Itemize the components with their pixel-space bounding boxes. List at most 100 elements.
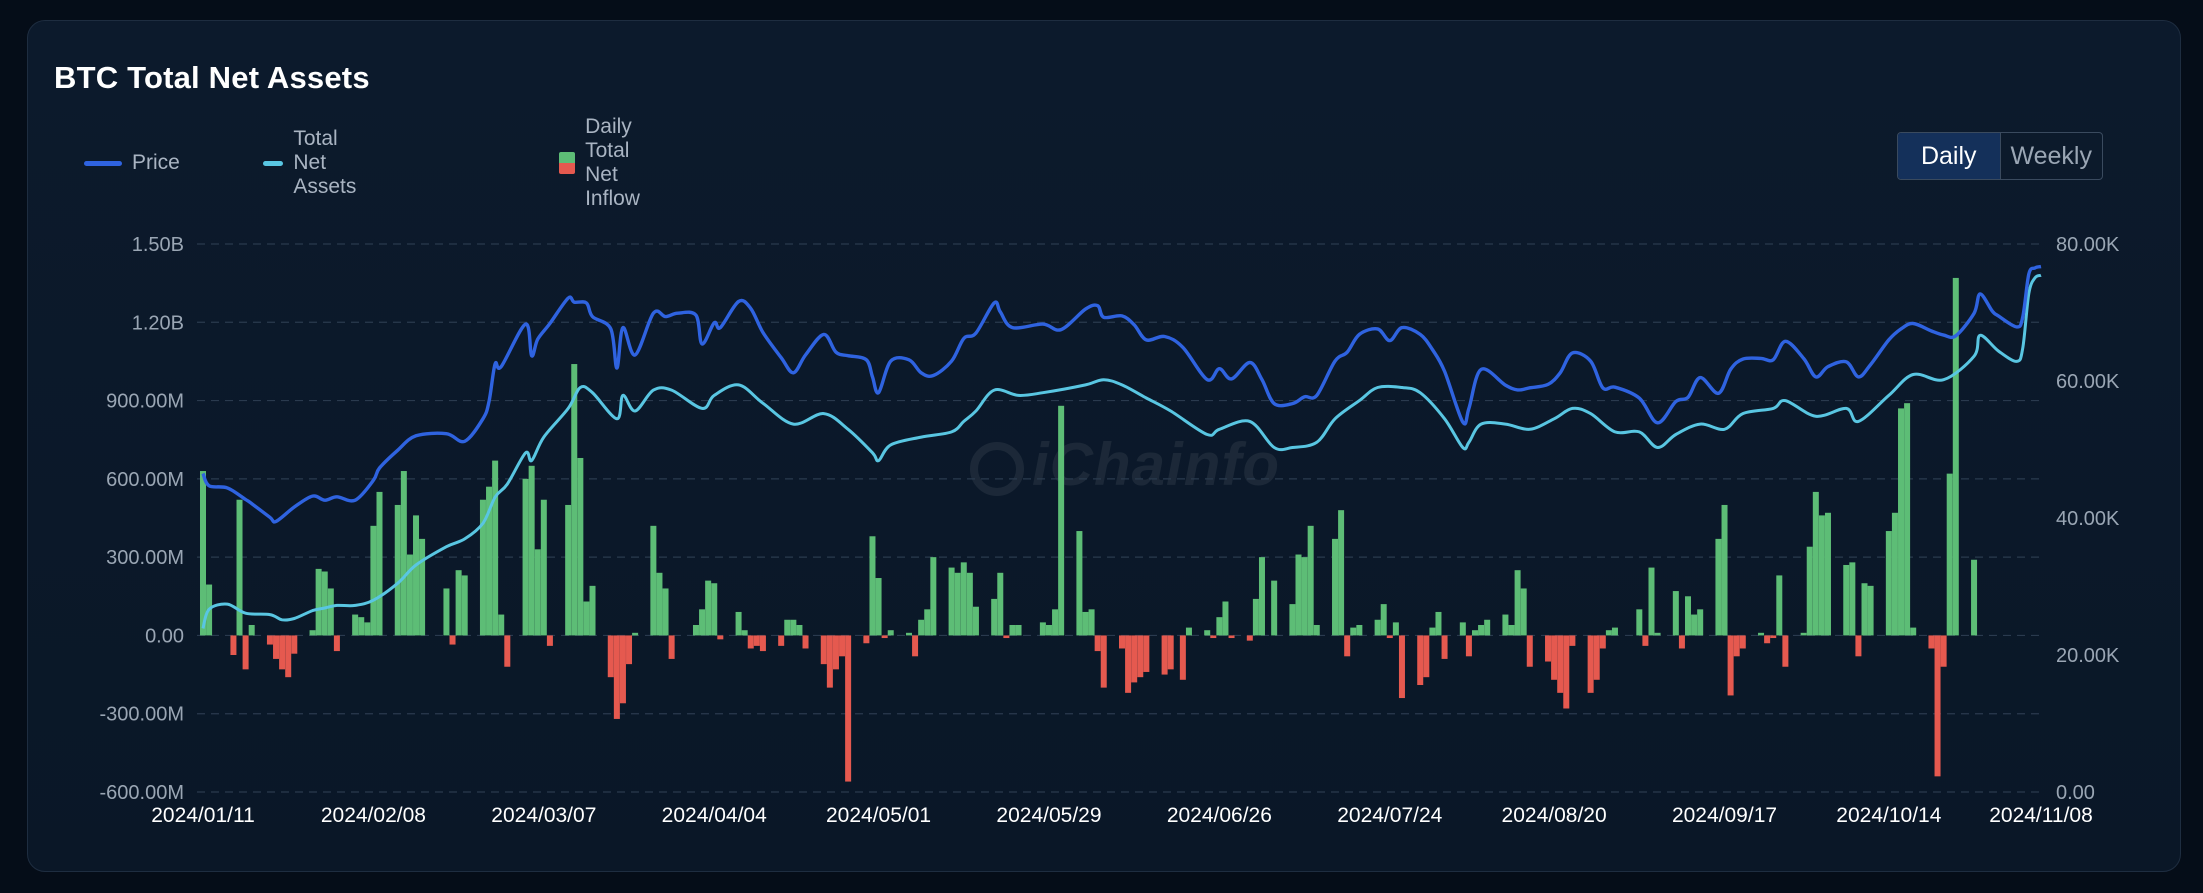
inflow-bar <box>522 478 529 636</box>
inflow-bar <box>1386 635 1393 639</box>
inflow-bar <box>948 567 955 636</box>
inflow-bar <box>997 572 1004 636</box>
inflow-bar <box>242 635 249 670</box>
x-tick-label: 2024/04/04 <box>662 804 767 827</box>
inflow-bar <box>1697 609 1704 636</box>
inflow-bar <box>1636 609 1643 636</box>
inflow-bar <box>692 624 699 636</box>
inflow-bar <box>705 580 712 636</box>
inflow-bar <box>1812 491 1819 636</box>
inflow-bar <box>626 635 633 665</box>
legend-item-daily-total-net-inflow[interactable]: Daily Total Net Inflow <box>559 115 664 210</box>
inflow-bar <box>309 630 316 636</box>
inflow-bar <box>632 632 639 636</box>
inflow-bar <box>394 504 401 636</box>
y-right-tick-label: 20.00K <box>2056 645 2120 667</box>
inflow-bar <box>364 622 371 636</box>
inflow-bar <box>1545 635 1552 662</box>
inflow-bar <box>1094 635 1101 652</box>
inflow-bar <box>1380 604 1387 636</box>
inflow-bar <box>1465 635 1472 657</box>
inflow-bar <box>1526 635 1533 667</box>
legend-item-total-net-assets[interactable]: Total Net Assets <box>263 127 374 198</box>
inflow-bar <box>413 515 420 636</box>
inflow-bar <box>1502 614 1509 636</box>
inflow-bar <box>1514 570 1521 636</box>
y-right-tick-label: 40.00K <box>2056 508 2120 530</box>
inflow-bar <box>352 614 359 636</box>
x-tick-label: 2024/02/08 <box>321 804 426 827</box>
inflow-bar <box>650 525 657 636</box>
inflow-bar <box>1459 622 1466 636</box>
inflow-bar <box>790 619 797 636</box>
inflow-bar <box>1678 635 1685 649</box>
x-tick-label: 2024/09/17 <box>1672 804 1777 827</box>
inflow-bar <box>845 635 852 782</box>
inflow-bar <box>1423 635 1430 678</box>
inflow-bar <box>333 635 340 652</box>
inflow-bar <box>1210 635 1217 639</box>
inflow-bar <box>583 601 590 636</box>
inflow-bar <box>613 635 620 719</box>
inflow-bar <box>1088 609 1095 636</box>
inflow-bar <box>1484 619 1491 636</box>
inflow-bar <box>1739 635 1746 649</box>
inflow-bar <box>1003 635 1010 639</box>
inflow-bar <box>1137 635 1144 678</box>
inflow-bar <box>419 538 426 636</box>
inflow-bar <box>1204 630 1211 636</box>
inflow-bar <box>1758 632 1765 636</box>
inflow-bar <box>266 635 273 645</box>
inflow-bar <box>1252 598 1259 636</box>
inflow-bar <box>1417 635 1424 686</box>
inflow-bar <box>796 624 803 636</box>
inflow-bar <box>607 635 614 678</box>
inflow-bar <box>1776 575 1783 636</box>
inflow-bar <box>1891 512 1898 636</box>
inflow-bar <box>1052 609 1059 636</box>
inflow-bar <box>954 572 961 636</box>
inflow-bar <box>1100 635 1107 688</box>
inflow-bar <box>589 585 596 636</box>
inflow-bar <box>1161 635 1168 675</box>
inflow-bar <box>1131 635 1138 683</box>
inflow-bar <box>881 635 888 639</box>
inflow-bar <box>820 635 827 665</box>
inflow-bar <box>1039 622 1046 636</box>
inflow-bar <box>784 619 791 636</box>
inflow-bar <box>1715 538 1722 636</box>
inflow-bar <box>1289 604 1296 636</box>
inflow-bar <box>1271 580 1278 636</box>
inflow-bar <box>1782 635 1789 667</box>
y-left-tick-label: 1.20B <box>132 312 184 334</box>
inflow-bar <box>1441 635 1448 659</box>
legend-item-price[interactable]: Price <box>84 146 180 180</box>
inflow-bar <box>1721 504 1728 636</box>
inflow-bar <box>778 635 785 646</box>
inflow-bar <box>1222 601 1229 636</box>
inflow-bar <box>492 460 499 636</box>
inflow-bar <box>236 499 243 636</box>
y-left-tick-label: -600.00M <box>100 782 185 804</box>
inflow-bar <box>285 635 292 678</box>
inflow-bar <box>449 635 456 645</box>
inflow-bar <box>1344 635 1351 657</box>
inflow-bar <box>540 499 547 636</box>
inflow-bar <box>1691 614 1698 636</box>
inflow-bar <box>479 499 486 636</box>
inflow-bar <box>1045 624 1052 636</box>
y-left-tick-label: -300.00M <box>100 704 185 726</box>
inflow-bar <box>1824 512 1831 636</box>
inflow-bar <box>1770 635 1777 639</box>
weekly-toggle-button[interactable]: Weekly <box>1999 133 2103 179</box>
daily-toggle-button[interactable]: Daily <box>1898 133 2000 179</box>
inflow-bar <box>1611 627 1618 636</box>
inflow-bar <box>1800 632 1807 636</box>
inflow-bar <box>1143 635 1150 672</box>
inflow-bar <box>1867 585 1874 636</box>
inflow-bar <box>1015 624 1022 636</box>
inflow-bar <box>832 635 839 670</box>
total-net-assets-line <box>201 273 2042 629</box>
y-right-tick-label: 60.00K <box>2056 371 2120 393</box>
